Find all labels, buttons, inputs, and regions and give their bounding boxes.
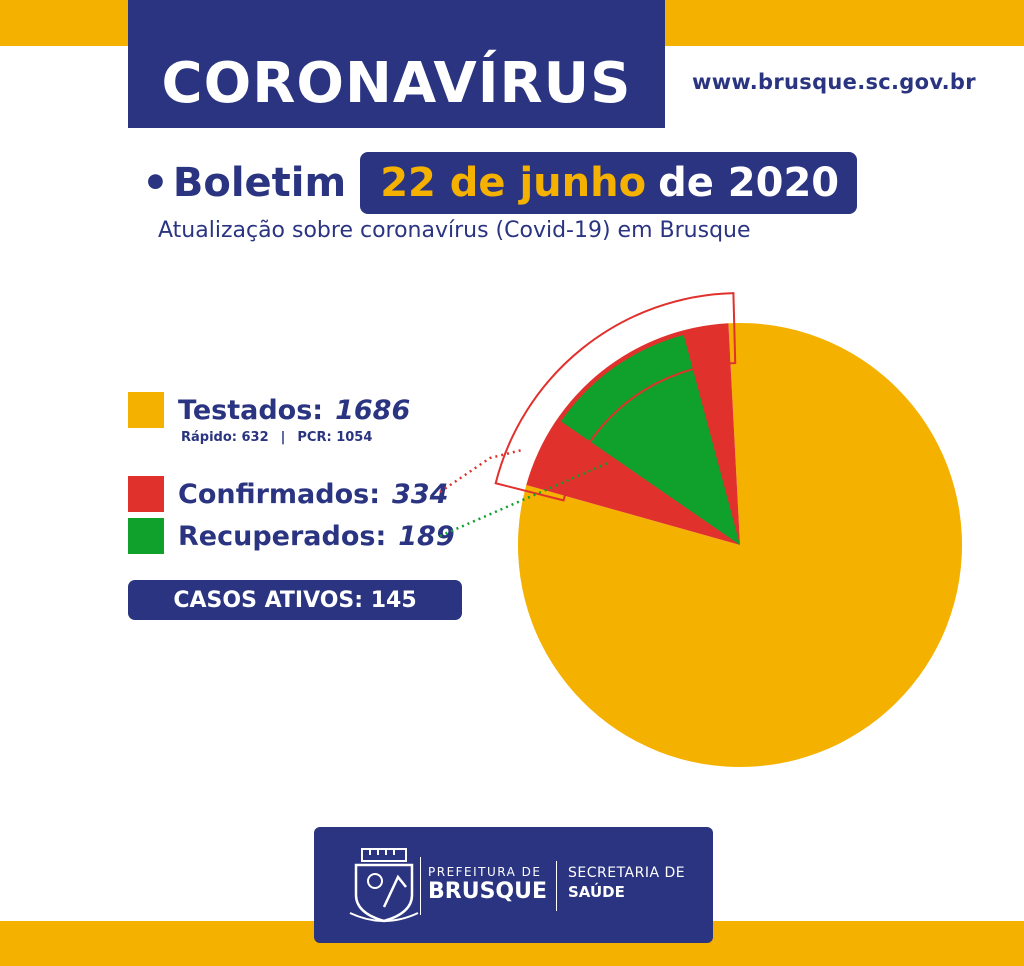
testados-breakdown: Rápido: 632 | PCR: 1054 <box>181 430 372 445</box>
date-pill: 22 de junho de 2020 <box>360 152 858 214</box>
bullet-dot: • <box>142 158 169 207</box>
bulletin-date: 22 de junho <box>380 160 647 206</box>
brusque-label: BRUSQUE <box>428 879 548 904</box>
legend-swatch-confirmados <box>128 476 164 512</box>
leader-line-confirmados <box>439 448 523 494</box>
legend-swatch-testados <box>128 392 164 428</box>
legend-value-testados: 1686 <box>335 394 411 426</box>
bulletin-label: Boletim <box>172 160 347 206</box>
page-title: CORONAVÍRUS <box>161 50 632 116</box>
rapido-count: Rápido: 632 <box>181 430 269 445</box>
footer-divider-left <box>420 857 421 915</box>
legend-value-confirmados: 334 <box>392 478 449 510</box>
pie-slice-recuperados <box>561 334 740 545</box>
city-crest-icon <box>349 848 419 923</box>
website-link[interactable]: www.brusque.sc.gov.br <box>692 70 976 94</box>
legend-label-recuperados: Recuperados: <box>178 520 387 552</box>
saude-label: SAÚDE <box>568 883 625 901</box>
legend-label-testados: Testados: <box>178 394 324 426</box>
footer-divider-right <box>556 861 557 911</box>
legend-item-testados: Testados: 1686 <box>128 392 410 428</box>
pcr-count: PCR: 1054 <box>297 430 373 445</box>
confirmados-callout-frame <box>494 292 737 502</box>
legend-swatch-recuperados <box>128 518 164 554</box>
legend-item-recuperados: Recuperados: 189 <box>128 518 455 554</box>
secretaria-label: SECRETARIA DE <box>568 865 686 881</box>
legend-label-confirmados: Confirmados: <box>178 478 381 510</box>
prefeitura-label: PREFEITURA DE <box>428 865 542 879</box>
legend-value-recuperados: 189 <box>398 520 455 552</box>
bulletin-heading: • Boletim 22 de junho de 2020 <box>142 152 858 214</box>
breakdown-separator: | <box>280 430 286 445</box>
leader-line-recuperados <box>439 460 611 538</box>
active-cases-badge: CASOS ATIVOS: 145 <box>128 580 462 620</box>
legend-item-confirmados: Confirmados: 334 <box>128 476 448 512</box>
title-banner: CORONAVÍRUS <box>128 0 665 128</box>
footer-logo-box: PREFEITURA DE BRUSQUE SECRETARIA DE SAÚD… <box>314 827 713 943</box>
bulletin-year: de 2020 <box>658 160 840 206</box>
bulletin-subtitle: Atualização sobre coronavírus (Covid-19)… <box>158 218 751 243</box>
